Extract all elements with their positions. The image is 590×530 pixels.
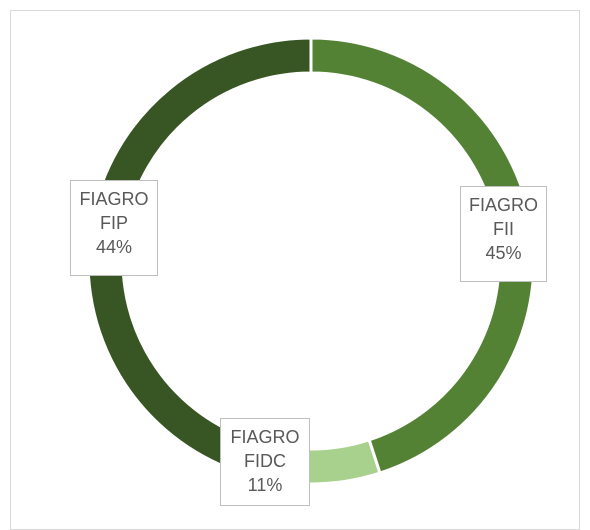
value-label: 44% — [95, 237, 133, 257]
data-label: FIAGRO FIP 44% — [70, 180, 158, 276]
category-label: FIAGRO FIDC — [230, 427, 300, 471]
category-label: FIAGRO FIP — [79, 189, 149, 233]
data-label: FIAGRO FIDC 11% — [220, 418, 310, 506]
category-label: FIAGRO FII — [468, 195, 538, 239]
page: (() => { const data = JSON.parse(documen… — [10, 10, 580, 530]
donut-segment — [86, 36, 313, 471]
value-label: 11% — [247, 475, 283, 495]
data-label: FIAGRO FII 45% — [460, 186, 547, 282]
value-label: 45% — [485, 243, 522, 263]
